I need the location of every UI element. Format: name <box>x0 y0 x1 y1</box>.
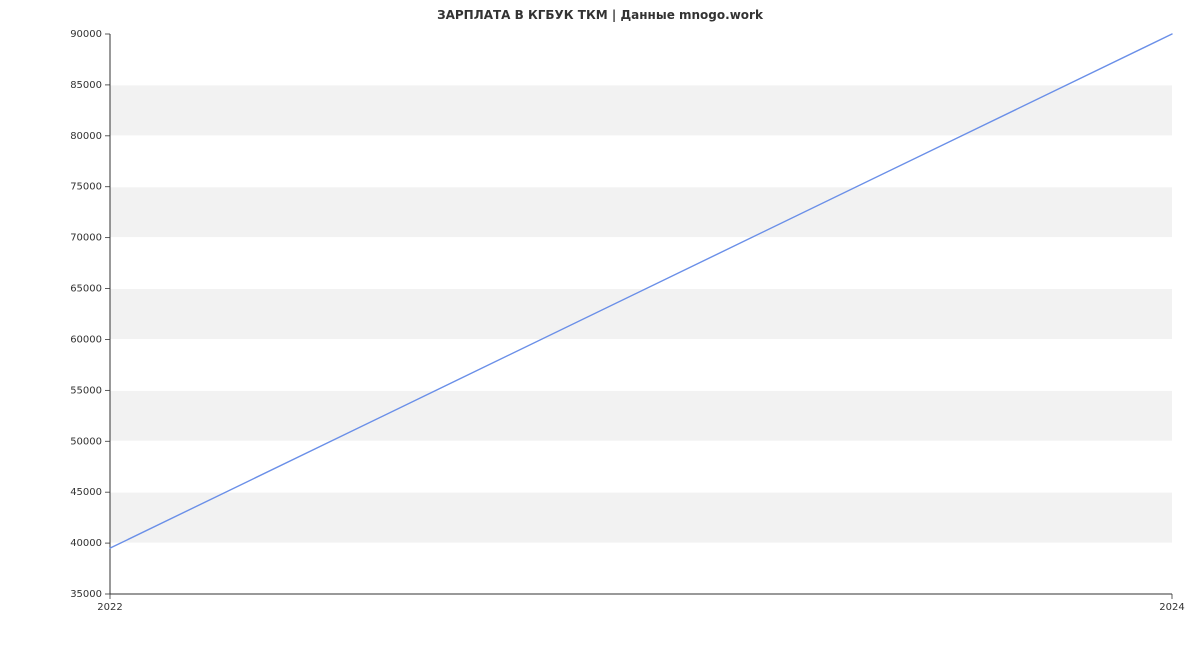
grid-band <box>110 289 1172 340</box>
y-tick-label: 55000 <box>70 385 102 396</box>
x-tick-label: 2024 <box>1159 602 1184 613</box>
chart-title: ЗАРПЛАТА В КГБУК ТКМ | Данные mnogo.work <box>0 8 1200 22</box>
y-tick-label: 40000 <box>70 538 102 549</box>
y-tick-label: 65000 <box>70 284 102 295</box>
chart-svg: 35000 40000 45000 50000 55000 60000 65000 70000… <box>0 0 1200 650</box>
grid-band <box>110 187 1172 238</box>
y-tick-label: 45000 <box>70 487 102 498</box>
y-tick-label: 60000 <box>70 334 102 345</box>
grid-band <box>110 136 1172 187</box>
y-tick-label: 75000 <box>70 182 102 193</box>
grid-band <box>110 441 1172 492</box>
y-tick-label: 35000 <box>70 589 102 600</box>
y-tick-label: 85000 <box>70 80 102 91</box>
y-tick-label: 90000 <box>70 29 102 40</box>
x-tick-label: 2022 <box>97 602 122 613</box>
grid-band <box>110 34 1172 85</box>
grid-band <box>110 238 1172 289</box>
y-tick-label: 80000 <box>70 131 102 142</box>
y-tick-label: 50000 <box>70 436 102 447</box>
grid-band <box>110 390 1172 441</box>
grid-band <box>110 543 1172 594</box>
line-chart: ЗАРПЛАТА В КГБУК ТКМ | Данные mnogo.work… <box>0 0 1200 650</box>
y-tick-label: 70000 <box>70 233 102 244</box>
grid-band <box>110 492 1172 543</box>
grid-band <box>110 339 1172 390</box>
